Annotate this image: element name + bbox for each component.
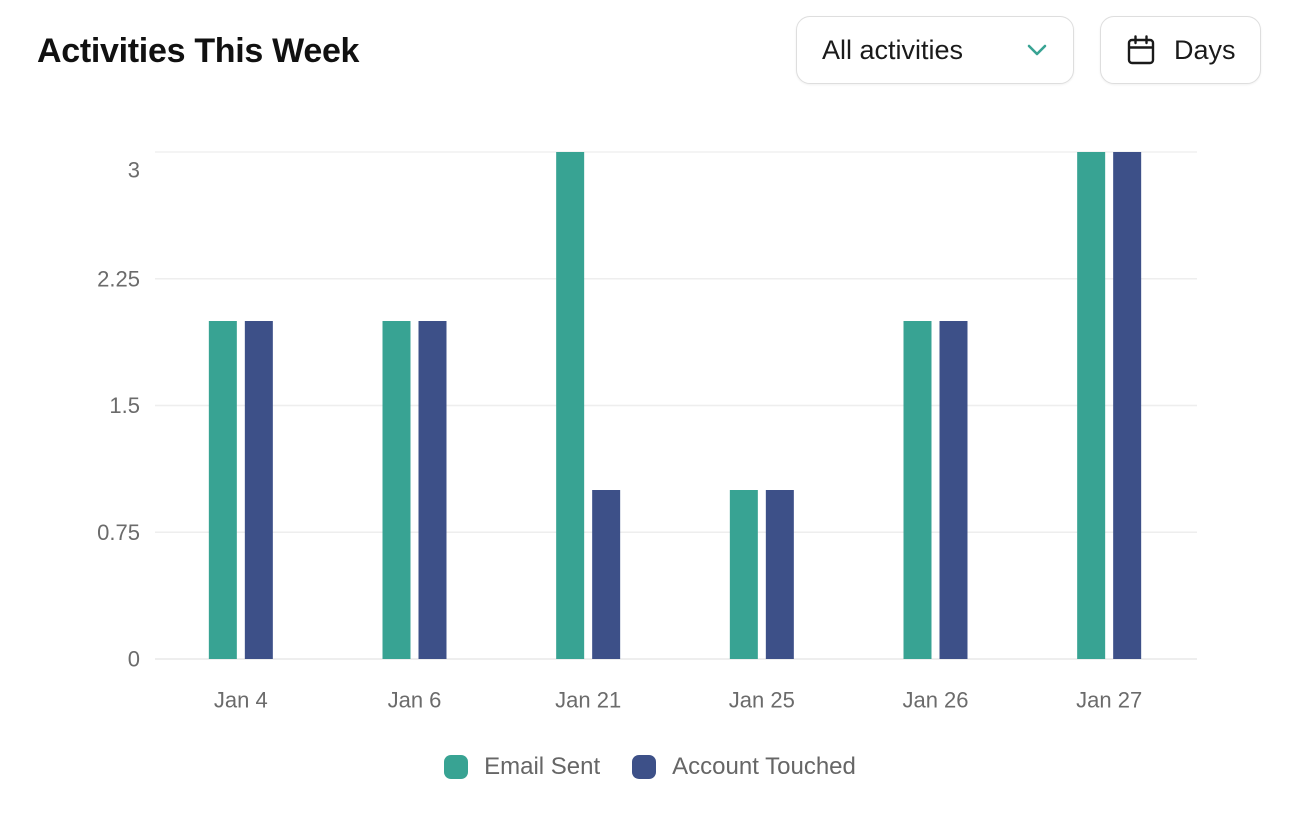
bars-layer [208,152,1142,659]
legend-swatch-email-sent [444,755,469,779]
bar-chart: 00.751.52.253 Jan 4 Jan 6 Jan 21 Jan 25 Jan … [97,151,1197,713]
legend-item-account-touched[interactable]: Account Touched [632,752,856,782]
y-tick-label: 0.75 [97,520,140,545]
chart-title: Activities This Week [37,32,360,70]
y-tick-label: 1.5 [109,393,140,418]
bar-account-touched [765,490,794,659]
bar-account-touched [1113,152,1142,659]
legend-swatch-account-touched [632,755,657,779]
bar-account-touched [418,321,447,659]
legend-label-account-touched: Account Touched [672,753,856,780]
bar-email-sent [556,152,585,659]
legend-label-email-sent: Email Sent [484,753,601,780]
y-tick-label: 3 [128,158,140,183]
x-tick-label: Jan 27 [1076,688,1142,713]
x-axis: Jan 4 Jan 6 Jan 21 Jan 25 Jan 26 Jan 27 [214,688,1142,713]
chart-legend: Email Sent Account Touched [0,752,1300,782]
period-days-label: Days [1174,35,1236,65]
period-days-button[interactable]: Days [1100,16,1261,84]
x-tick-label: Jan 6 [388,688,442,713]
y-tick-label: 2.25 [97,266,140,291]
bar-account-touched [244,321,273,659]
x-tick-label: Jan 26 [902,688,968,713]
activity-type-select[interactable]: All activities [796,16,1074,84]
bar-email-sent [382,321,411,659]
legend-item-email-sent[interactable]: Email Sent [444,752,600,782]
bar-account-touched [592,490,621,659]
bar-email-sent [208,321,237,659]
bar-account-touched [939,321,968,659]
activity-type-select-value: All activities [822,35,964,65]
y-tick-label: 0 [128,647,140,672]
y-axis: 0 0.75 1.5 2.25 3 [97,158,140,672]
x-tick-label: Jan 4 [214,688,268,713]
bar-email-sent [729,490,758,659]
bar-email-sent [1077,152,1106,659]
chevron-down-icon [1026,43,1048,57]
grid-layer [155,151,1197,660]
x-tick-label: Jan 21 [555,688,621,713]
calendar-icon [1127,35,1155,65]
bar-email-sent [903,321,932,659]
x-tick-label: Jan 25 [729,688,795,713]
